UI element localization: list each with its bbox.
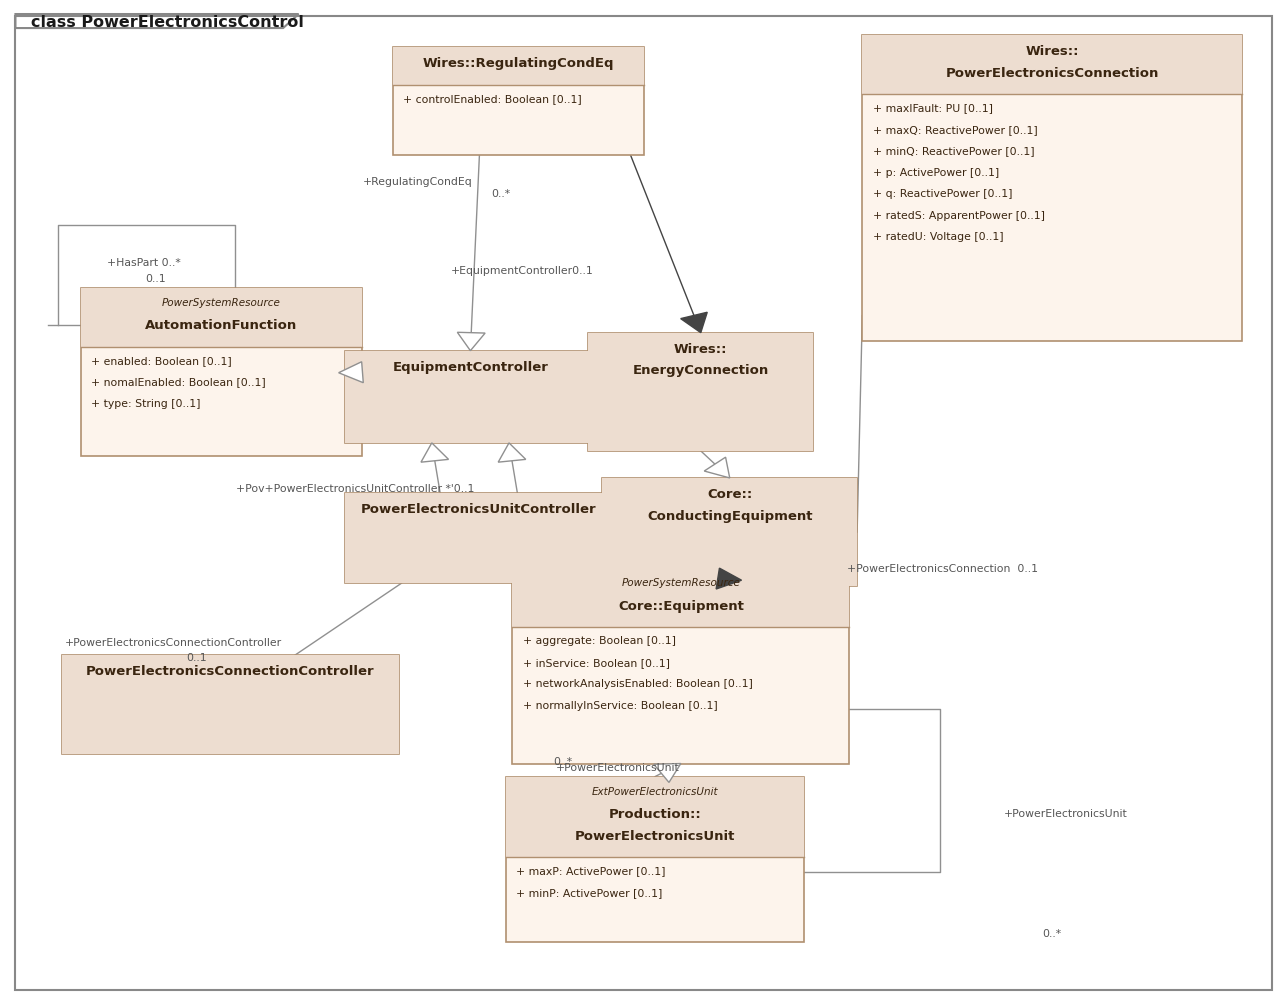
Text: AutomationFunction: AutomationFunction (145, 319, 297, 332)
FancyBboxPatch shape (512, 568, 849, 764)
FancyBboxPatch shape (506, 777, 804, 942)
FancyBboxPatch shape (345, 493, 613, 583)
Text: 0..*: 0..* (553, 757, 573, 767)
Polygon shape (498, 443, 526, 462)
Text: + q: ReactivePower [0..1]: + q: ReactivePower [0..1] (873, 189, 1012, 199)
Text: +PowerElectronicsConnection  0..1: +PowerElectronicsConnection 0..1 (847, 564, 1037, 574)
FancyBboxPatch shape (345, 351, 596, 443)
Polygon shape (716, 568, 741, 589)
FancyBboxPatch shape (62, 655, 399, 754)
Text: +RegulatingCondEq: +RegulatingCondEq (363, 177, 472, 187)
Text: PowerSystemResource: PowerSystemResource (162, 298, 281, 308)
FancyBboxPatch shape (393, 47, 644, 155)
FancyBboxPatch shape (345, 351, 596, 443)
Text: + type: String [0..1]: + type: String [0..1] (91, 399, 201, 409)
Text: Wires::: Wires:: (674, 343, 727, 356)
Text: + aggregate: Boolean [0..1]: + aggregate: Boolean [0..1] (523, 636, 676, 646)
Polygon shape (15, 14, 299, 28)
Text: + minQ: ReactivePower [0..1]: + minQ: ReactivePower [0..1] (873, 146, 1035, 156)
FancyBboxPatch shape (862, 35, 1242, 341)
FancyBboxPatch shape (81, 288, 362, 347)
Text: 0..*: 0..* (492, 189, 511, 199)
Text: Core::: Core:: (707, 488, 753, 501)
Text: Wires::: Wires:: (1026, 45, 1079, 58)
FancyBboxPatch shape (81, 288, 362, 456)
Text: PowerSystemResource: PowerSystemResource (622, 578, 740, 588)
Text: + controlEnabled: Boolean [0..1]: + controlEnabled: Boolean [0..1] (403, 94, 582, 103)
FancyBboxPatch shape (506, 777, 804, 857)
FancyBboxPatch shape (862, 35, 1242, 94)
Text: +Pov+PowerElectronicsUnitController *'0..1: +Pov+PowerElectronicsUnitController *'0.… (236, 484, 474, 494)
Polygon shape (681, 313, 708, 333)
Text: +PowerElectronicsUnit: +PowerElectronicsUnit (1004, 809, 1127, 819)
Text: Production::: Production:: (609, 808, 701, 821)
Text: + normallyInService: Boolean [0..1]: + normallyInService: Boolean [0..1] (523, 701, 717, 710)
Text: +HasPart 0..*: +HasPart 0..* (107, 258, 180, 268)
Text: + nomalEnabled: Boolean [0..1]: + nomalEnabled: Boolean [0..1] (91, 377, 266, 387)
Text: PowerElectronicsConnection: PowerElectronicsConnection (946, 66, 1158, 79)
Polygon shape (338, 362, 363, 383)
Text: PowerElectronicsUnitController: PowerElectronicsUnitController (360, 503, 597, 516)
Text: PowerElectronicsConnectionController: PowerElectronicsConnectionController (86, 665, 375, 678)
Text: + enabled: Boolean [0..1]: + enabled: Boolean [0..1] (91, 356, 232, 366)
Text: + p: ActivePower [0..1]: + p: ActivePower [0..1] (873, 167, 999, 177)
Text: EnergyConnection: EnergyConnection (633, 365, 768, 377)
Text: + maxIFault: PU [0..1]: + maxIFault: PU [0..1] (873, 103, 992, 113)
Text: + maxP: ActivePower [0..1]: + maxP: ActivePower [0..1] (516, 866, 665, 876)
FancyBboxPatch shape (512, 568, 849, 627)
Text: + ratedS: ApparentPower [0..1]: + ratedS: ApparentPower [0..1] (873, 210, 1045, 220)
Text: +EquipmentController0..1: +EquipmentController0..1 (450, 266, 593, 276)
Text: Wires::RegulatingCondEq: Wires::RegulatingCondEq (422, 57, 614, 70)
Text: +PowerElectronicsUnit: +PowerElectronicsUnit (556, 763, 680, 773)
Text: 0..*: 0..* (1042, 929, 1062, 939)
Text: + ratedU: Voltage [0..1]: + ratedU: Voltage [0..1] (873, 232, 1003, 242)
Text: ConductingEquipment: ConductingEquipment (647, 510, 812, 522)
Text: + minP: ActivePower [0..1]: + minP: ActivePower [0..1] (516, 888, 663, 898)
Polygon shape (421, 443, 449, 462)
Text: + maxQ: ReactivePower [0..1]: + maxQ: ReactivePower [0..1] (873, 124, 1037, 134)
Text: PowerElectronicsUnit: PowerElectronicsUnit (575, 830, 735, 843)
Polygon shape (654, 764, 681, 783)
Text: + inService: Boolean [0..1]: + inService: Boolean [0..1] (523, 658, 669, 667)
FancyBboxPatch shape (588, 333, 813, 451)
Text: + networkAnalysisEnabled: Boolean [0..1]: + networkAnalysisEnabled: Boolean [0..1] (523, 679, 753, 689)
Text: +PowerElectronicsConnectionController: +PowerElectronicsConnectionController (64, 638, 282, 648)
FancyBboxPatch shape (345, 493, 613, 583)
FancyBboxPatch shape (602, 478, 857, 586)
Text: class PowerElectronicsControl: class PowerElectronicsControl (31, 15, 304, 29)
Text: ExtPowerElectronicsUnit: ExtPowerElectronicsUnit (592, 787, 718, 797)
FancyBboxPatch shape (393, 47, 644, 85)
Text: EquipmentController: EquipmentController (393, 361, 548, 374)
FancyBboxPatch shape (602, 478, 857, 586)
FancyBboxPatch shape (588, 333, 813, 451)
Polygon shape (457, 333, 485, 351)
Text: Core::Equipment: Core::Equipment (618, 599, 744, 612)
FancyBboxPatch shape (62, 655, 399, 754)
Polygon shape (704, 457, 730, 478)
Text: 0..1: 0..1 (145, 274, 166, 284)
Text: 0..1: 0..1 (187, 653, 207, 663)
